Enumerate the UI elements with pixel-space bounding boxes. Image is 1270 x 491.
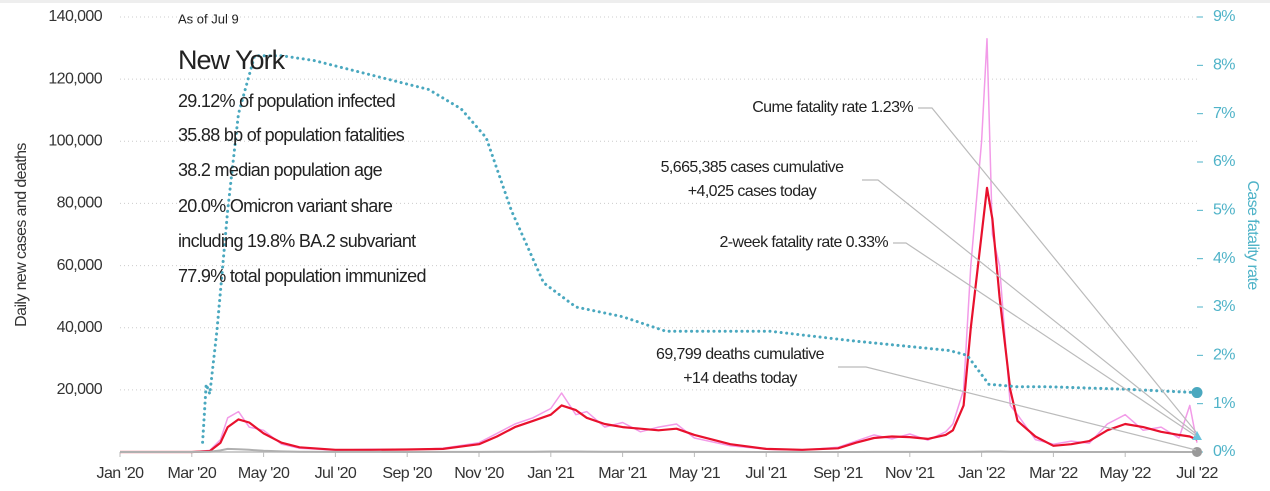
leader-line: [918, 107, 1197, 433]
y2-tick-label: 1%: [1213, 395, 1235, 412]
info-line: 38.2 median population age: [178, 160, 383, 180]
x-tick-label: Sep '21: [813, 465, 863, 482]
info-title: New York: [178, 45, 286, 75]
annotation: 2-week fatality rate 0.33%: [720, 234, 889, 251]
x-tick-label: Jul '20: [315, 465, 357, 482]
annotation: +14 deaths today: [683, 370, 797, 387]
y-tick-label: 140,000: [48, 8, 102, 25]
info-date: As of Jul 9: [178, 11, 239, 26]
info-line: including 19.8% BA.2 subvariant: [178, 231, 416, 251]
two-week-marker: [1192, 431, 1202, 441]
x-tick-label: Mar '22: [1029, 465, 1078, 482]
info-line: 20.0% Omicron variant share: [178, 196, 393, 216]
x-tick-label: Jul '22: [1176, 465, 1218, 482]
x-tick-label: May '21: [669, 465, 721, 482]
x-tick-label: Nov '20: [454, 465, 504, 482]
leader-line: [862, 179, 1197, 435]
y2-axis-label: Case fatality rate: [1244, 180, 1261, 290]
x-tick-label: Jan '20: [97, 465, 145, 482]
x-tick-label: Mar '20: [167, 465, 216, 482]
x-tick-label: Nov '21: [885, 465, 935, 482]
annotation: 5,665,385 cases cumulative: [661, 159, 844, 176]
y-tick-label: 100,000: [48, 133, 102, 150]
y2-tick-label: 0%: [1213, 443, 1235, 460]
leader-line: [838, 366, 1197, 451]
x-tick-label: Jul '21: [745, 465, 787, 482]
series-line: [120, 447, 1197, 453]
x-tick-label: Jan '22: [958, 465, 1006, 482]
y2-tick-label: 5%: [1213, 202, 1235, 219]
x-tick-label: Mar '21: [598, 465, 647, 482]
y2-tick-label: 4%: [1213, 250, 1235, 267]
end-dot: [1191, 387, 1203, 399]
x-tick-label: May '20: [238, 465, 290, 482]
y2-tick-label: 3%: [1213, 298, 1235, 315]
y-tick-label: 60,000: [57, 257, 103, 274]
y2-tick-label: 6%: [1213, 153, 1235, 170]
y-tick-label: 80,000: [57, 195, 103, 212]
y2-tick-label: 9%: [1213, 8, 1235, 25]
x-tick-label: Sep '20: [382, 465, 432, 482]
x-tick-label: May '22: [1100, 465, 1152, 482]
info-line: 35.88 bp of population fatalities: [178, 125, 405, 145]
series-line: [120, 186, 1198, 454]
plot-area: 20,000 40,000 60,000 80,000 100,000 120,000 14…: [48, 8, 1236, 482]
annotation: +4,025 cases today: [688, 183, 817, 200]
info-box: As of Jul 9 New York 29.12% of populatio…: [178, 11, 426, 285]
y-axis-label: Daily new cases and deaths: [13, 143, 30, 327]
y2-tick-label: 8%: [1213, 57, 1235, 74]
y2-tick-label: 2%: [1213, 347, 1235, 364]
end-dot: [1192, 446, 1202, 457]
x-tick-label: Jan '21: [527, 465, 575, 482]
annotation: 69,799 deaths cumulative: [656, 346, 825, 363]
info-line: 29.12% of population infected: [178, 91, 395, 111]
annotations: Cume fatality rate 1.23% 5,665,385 cases…: [656, 99, 1197, 451]
y-tick-label: 120,000: [48, 70, 102, 87]
top-band: [0, 0, 1270, 3]
y2-tick-label: 7%: [1213, 105, 1235, 122]
leader-line: [893, 242, 1197, 437]
series-line: [120, 38, 1198, 453]
y-tick-label: 20,000: [57, 381, 103, 398]
y-tick-label: 40,000: [57, 319, 103, 336]
info-line: 77.9% total population immunized: [178, 266, 426, 286]
annotation: Cume fatality rate 1.23%: [752, 99, 913, 116]
series-line: [201, 54, 1199, 444]
